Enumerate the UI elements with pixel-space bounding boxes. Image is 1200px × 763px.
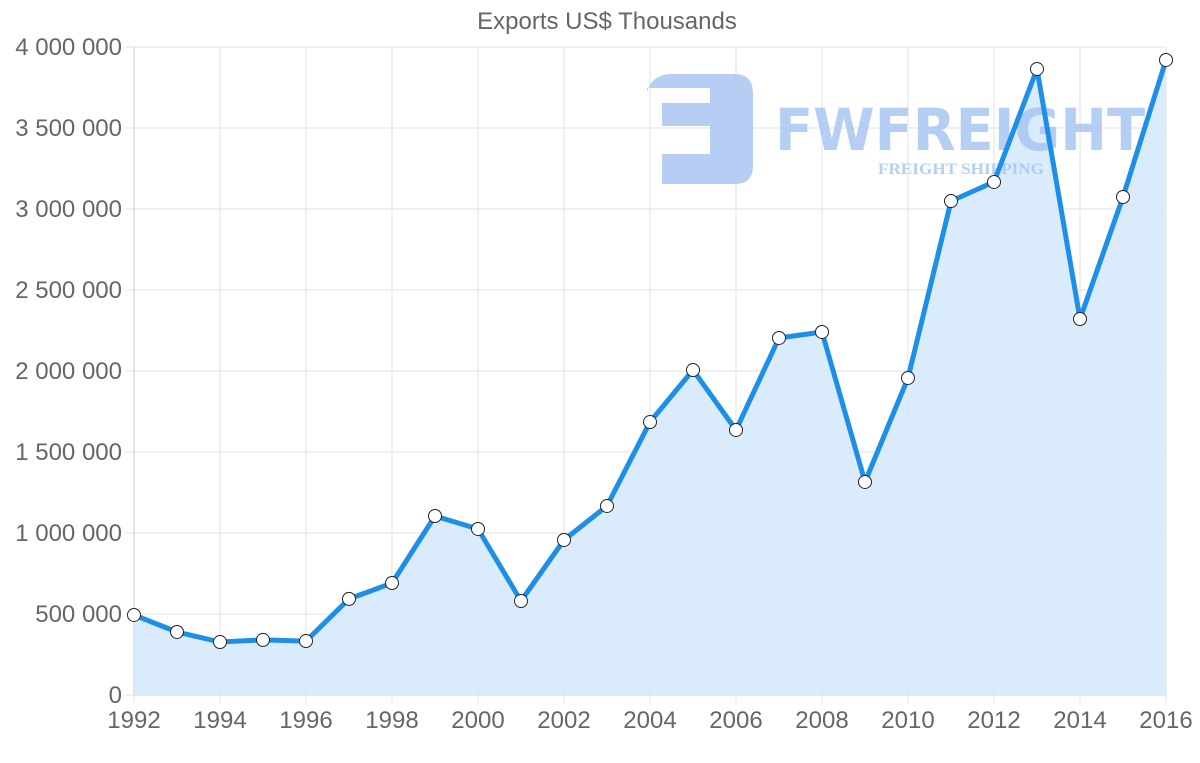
data-point[interactable]: 2010: 1957000 xyxy=(901,370,915,385)
x-tick-label: 2010 xyxy=(881,707,934,734)
watermark-tagline-text: FREIGHT SHIPPING xyxy=(878,161,1045,178)
data-point[interactable]: 1993: 389000 xyxy=(170,624,184,639)
watermark-brand-text: FWFREIGHT xyxy=(775,96,1145,164)
x-tick-label: 2016 xyxy=(1139,707,1192,734)
data-point[interactable]: 1992: 494000 xyxy=(127,607,141,622)
data-point[interactable]: 2001: 580000 xyxy=(514,594,528,609)
y-tick-label: 3 500 000 xyxy=(15,115,122,142)
data-point[interactable]: 1999: 1105000 xyxy=(428,508,442,523)
data-point[interactable]: 2007: 2204000 xyxy=(772,330,786,345)
fwfreight-logo-icon xyxy=(647,74,753,184)
y-tick-label: 500 000 xyxy=(35,601,122,628)
area-fill xyxy=(134,60,1166,695)
y-tick-label: 4 000 000 xyxy=(15,34,122,61)
x-tick-label: 1998 xyxy=(365,707,418,734)
area-fill-shape xyxy=(134,60,1166,695)
x-tick-label: 1994 xyxy=(193,707,246,734)
data-point[interactable]: 2016: 3920000 xyxy=(1159,52,1173,67)
y-tick-label: 2 000 000 xyxy=(15,358,122,385)
data-point[interactable]: 2000: 1025000 xyxy=(471,521,485,536)
y-tick-label: 1 500 000 xyxy=(15,439,122,466)
y-axis: 0 500 000 1 000 000 1 500 000 2 000 000 2 500… xyxy=(15,34,122,709)
x-tick-label: 1992 xyxy=(107,707,160,734)
y-tick-label: 2 500 000 xyxy=(15,277,122,304)
data-point[interactable]: 2009: 1315000 xyxy=(858,474,872,489)
data-point[interactable]: 1998: 691000 xyxy=(385,576,399,591)
data-point[interactable]: 2015: 3074000 xyxy=(1116,190,1130,205)
data-point[interactable]: 1995: 340000 xyxy=(256,632,270,647)
data-point[interactable]: 2002: 957000 xyxy=(557,532,571,547)
data-point[interactable]: 2005: 2006000 xyxy=(686,363,700,378)
data-point[interactable]: 2003: 1167000 xyxy=(600,498,614,513)
data-point[interactable]: 2012: 3167000 xyxy=(987,174,1001,189)
x-axis: 1992 1994 1996 1998 2000 2002 2004 2006 2008 2010… xyxy=(107,707,1192,734)
x-tick-label: 1996 xyxy=(279,707,332,734)
data-point[interactable]: 2014: 2321000 xyxy=(1073,311,1087,326)
data-point[interactable]: 2008: 2241000 xyxy=(815,324,829,339)
data-point[interactable]: 1997: 593000 xyxy=(342,591,356,606)
x-tick-label: 2006 xyxy=(709,707,762,734)
x-tick-label: 2012 xyxy=(967,707,1020,734)
data-points: 1992: 494000 1993: 389000 1994: 327000 1995… xyxy=(127,52,1173,650)
y-tick-label: 1 000 000 xyxy=(15,520,122,547)
x-tick-label: 2002 xyxy=(537,707,590,734)
y-tick-label: 0 xyxy=(109,682,122,709)
y-tick-label: 3 000 000 xyxy=(15,196,122,223)
data-point[interactable]: 2011: 3049000 xyxy=(944,194,958,209)
data-point[interactable]: 2013: 3864000 xyxy=(1030,62,1044,77)
x-tick-label: 2008 xyxy=(795,707,848,734)
data-point[interactable]: 2006: 1636000 xyxy=(729,422,743,437)
data-point[interactable]: 1994: 327000 xyxy=(213,635,227,650)
data-point[interactable]: 2004: 1685000 xyxy=(643,415,657,430)
x-tick-label: 2004 xyxy=(623,707,676,734)
watermark-logo: FWFREIGHT FREIGHT SHIPPING xyxy=(647,74,1145,184)
x-tick-label: 2000 xyxy=(451,707,504,734)
chart-title: Exports US$ Thousands xyxy=(477,8,737,35)
x-tick-label: 2014 xyxy=(1053,707,1106,734)
data-point[interactable]: 1996: 333000 xyxy=(299,634,313,649)
